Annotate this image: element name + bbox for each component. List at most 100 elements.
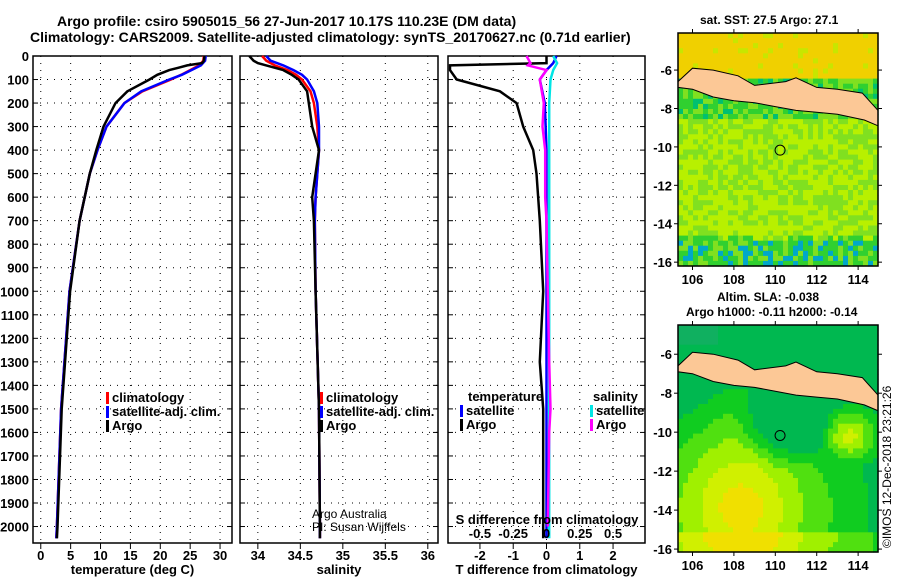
map-cell [723, 418, 729, 425]
map-cell [743, 144, 749, 151]
map-cell [798, 418, 804, 425]
map-cell [858, 354, 864, 361]
map-cell [683, 492, 689, 499]
map-cell [798, 473, 804, 479]
map-cell [738, 502, 744, 509]
map-cell [763, 68, 769, 75]
map-cell [688, 240, 694, 247]
map-cell [843, 443, 849, 449]
map-cell [723, 532, 729, 538]
map-cell [798, 240, 804, 247]
map-cell [678, 174, 684, 181]
map-cell [813, 438, 819, 444]
map-cell [833, 468, 839, 474]
map-cell [783, 63, 789, 70]
map-cell [833, 344, 839, 351]
map-cell [748, 149, 754, 156]
map-cell [863, 190, 869, 196]
map-cell [688, 149, 694, 156]
map-cell [843, 144, 849, 151]
map-cell [758, 482, 764, 489]
map-cell [698, 159, 704, 166]
map-cell [718, 53, 724, 59]
map-cell [808, 334, 814, 341]
map-cell [753, 339, 759, 346]
map-cell [678, 517, 684, 523]
map-cell [713, 502, 719, 509]
map-cell [683, 240, 689, 247]
map-cell [703, 185, 709, 191]
map-cell [803, 418, 809, 425]
map-cell [678, 522, 684, 528]
map-cell [783, 433, 789, 440]
map-cell [693, 245, 699, 252]
map-cell [738, 240, 744, 247]
map-cell [758, 433, 764, 440]
x-axis-label: temperature (deg C) [71, 562, 195, 577]
y-tick-label: 1200 [0, 331, 29, 346]
map-cell [853, 527, 859, 533]
map-cell [758, 478, 764, 484]
map-cell [748, 334, 754, 341]
map-cell [873, 325, 879, 331]
map-cell [738, 478, 744, 484]
map-cell [768, 48, 774, 54]
map-cell [853, 149, 859, 156]
map-cell [813, 124, 819, 130]
map-cell [743, 339, 749, 346]
map-cell [778, 354, 784, 361]
map-cell [698, 114, 704, 120]
map-cell [798, 354, 804, 361]
map-cell [858, 329, 864, 336]
map-cell [833, 114, 839, 120]
map-cell [843, 169, 849, 176]
map-cell [853, 438, 859, 444]
map-cell [723, 502, 729, 509]
map-cell [843, 215, 849, 221]
map-cell [743, 190, 749, 196]
map-cell [873, 83, 879, 90]
map-cell [818, 532, 824, 538]
map-cell [708, 473, 714, 479]
map-cell [828, 225, 834, 232]
map-cell [723, 448, 729, 454]
map-cell [753, 179, 759, 186]
map-cell [678, 389, 684, 395]
map-cell [778, 433, 784, 440]
map-cell [678, 149, 684, 156]
map-cell [873, 164, 879, 171]
map-cell [768, 119, 774, 125]
map-cell [838, 210, 844, 216]
map-cell [853, 205, 859, 211]
map-cell [733, 240, 739, 247]
map-cell [693, 487, 699, 494]
map-cell [798, 463, 804, 469]
map-cell [698, 522, 704, 528]
map-cell [768, 542, 774, 548]
map-cell [753, 260, 759, 267]
map-cell [843, 448, 849, 454]
map-cell [703, 43, 709, 49]
map-cell [783, 33, 789, 39]
map-cell [783, 73, 789, 80]
map-cell [733, 468, 739, 474]
map-cell [703, 240, 709, 247]
map-cell [833, 230, 839, 237]
map-cell [858, 334, 864, 341]
map-cell [683, 487, 689, 494]
map-cell [703, 58, 709, 64]
map-cell [813, 53, 819, 59]
map-cell [848, 185, 854, 191]
map-cell [743, 537, 749, 543]
map-cell [678, 394, 684, 400]
map-cell [788, 250, 794, 257]
map-cell [683, 389, 689, 395]
map-cell [713, 98, 719, 105]
map-cell [828, 517, 834, 523]
map-cell [773, 119, 779, 125]
map-cell [853, 413, 859, 420]
map-cell [688, 433, 694, 440]
map-cell [698, 250, 704, 257]
map-cell [808, 114, 814, 120]
map-cell [818, 190, 824, 196]
